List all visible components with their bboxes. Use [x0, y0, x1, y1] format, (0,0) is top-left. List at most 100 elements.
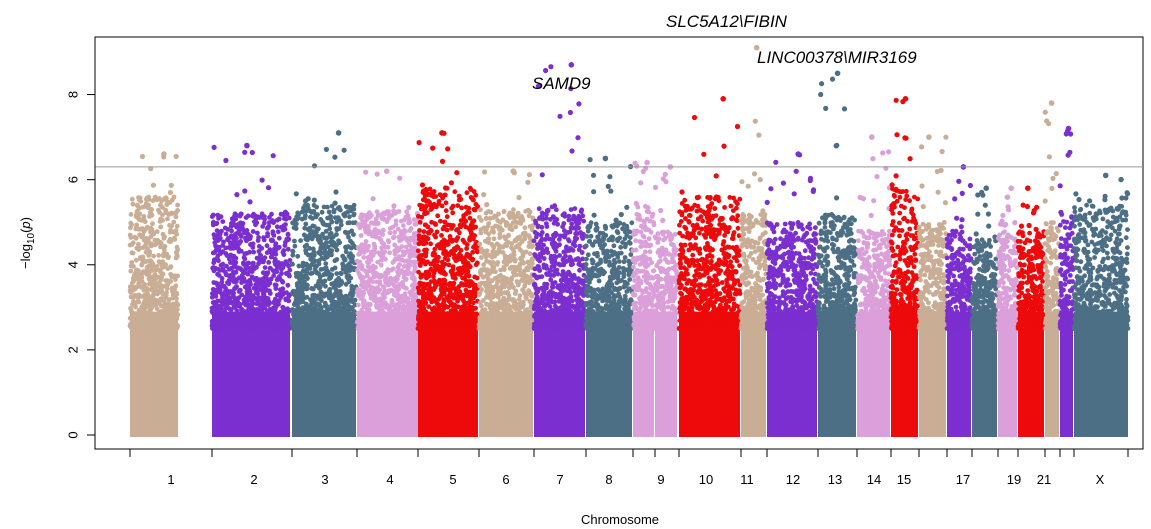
snp-point	[350, 241, 355, 246]
snp-point	[174, 154, 179, 159]
snp-point	[168, 190, 173, 195]
snp-point	[400, 257, 405, 262]
snp-point	[435, 263, 440, 268]
snp-point	[366, 244, 371, 249]
snp-point	[146, 253, 151, 258]
snp-point	[224, 297, 229, 302]
chromosome-6-points	[477, 168, 536, 437]
snp-point	[239, 307, 244, 312]
snp-point	[325, 312, 330, 317]
snp-point	[129, 289, 134, 294]
snp-point	[283, 210, 288, 215]
snp-point	[170, 296, 175, 301]
snp-point	[175, 224, 180, 229]
chromosome-2-points	[210, 143, 293, 437]
snp-point	[223, 306, 228, 311]
snp-point	[381, 242, 386, 247]
snp-point	[464, 288, 469, 293]
snp-point	[220, 219, 225, 224]
snp-point	[295, 322, 300, 327]
snp-point	[231, 293, 236, 298]
snp-point	[308, 215, 313, 220]
snp-point	[176, 303, 181, 308]
snp-point	[242, 321, 247, 326]
snp-point	[128, 269, 133, 274]
snp-point	[316, 227, 321, 232]
snp-point	[211, 280, 216, 285]
snp-point	[165, 217, 170, 222]
snp-point	[295, 271, 300, 276]
snp-point	[325, 216, 330, 221]
snp-point	[458, 272, 463, 277]
snp-point	[396, 227, 401, 232]
snp-point	[265, 271, 270, 276]
snp-point	[365, 311, 370, 316]
snp-point	[380, 299, 385, 304]
snp-point	[341, 212, 346, 217]
snp-point	[312, 209, 317, 214]
snp-point	[307, 246, 312, 251]
snp-point	[286, 247, 291, 252]
snp-point	[429, 207, 434, 212]
snp-point	[358, 247, 363, 252]
snp-point	[313, 259, 318, 264]
snp-point	[159, 288, 164, 293]
snp-point	[322, 257, 327, 262]
snp-point	[420, 236, 425, 241]
snp-point	[474, 202, 479, 207]
snp-point	[298, 297, 303, 302]
snp-point	[298, 280, 303, 285]
snp-point	[323, 301, 328, 306]
snp-point	[258, 282, 263, 287]
peak-snp-point	[336, 130, 342, 136]
snp-point	[321, 281, 326, 286]
snp-point	[399, 244, 404, 249]
snp-point	[159, 241, 164, 246]
peak-snp-point	[384, 168, 390, 174]
snp-point	[320, 210, 325, 215]
snp-point	[388, 310, 393, 315]
snp-point	[373, 292, 378, 297]
snp-point	[472, 207, 477, 212]
snp-point	[136, 325, 141, 330]
snp-point	[218, 325, 223, 330]
snp-point	[326, 322, 331, 327]
snp-point	[158, 225, 163, 230]
snp-point	[131, 251, 136, 256]
snp-point	[437, 278, 442, 283]
snp-point	[129, 222, 134, 227]
snp-point	[164, 308, 169, 313]
snp-point	[434, 283, 439, 288]
snp-point	[434, 299, 439, 304]
snp-point	[245, 237, 250, 242]
snp-point	[329, 282, 334, 287]
snp-point	[473, 294, 478, 299]
snp-point	[334, 220, 339, 225]
snp-point	[377, 275, 382, 280]
snp-point	[372, 246, 377, 251]
snp-point	[311, 287, 316, 292]
snp-point	[150, 280, 155, 285]
snp-point	[310, 236, 315, 241]
snp-point	[340, 254, 345, 259]
snp-point	[451, 315, 456, 320]
snp-point	[404, 209, 409, 214]
snp-point	[263, 321, 268, 326]
snp-point	[402, 218, 407, 223]
snp-point	[424, 204, 429, 209]
snp-point	[399, 296, 404, 301]
snp-point	[381, 211, 386, 216]
snp-point	[469, 187, 474, 192]
snp-point	[256, 235, 261, 240]
snp-point	[431, 269, 436, 274]
snp-point	[218, 288, 223, 293]
snp-point	[295, 254, 300, 259]
snp-point	[308, 232, 313, 237]
snp-point	[265, 326, 270, 331]
snp-point	[333, 311, 338, 316]
snp-point	[357, 222, 362, 227]
snp-point	[229, 273, 234, 278]
snp-point	[160, 265, 165, 270]
snp-point	[370, 313, 375, 318]
snp-point	[223, 270, 228, 275]
